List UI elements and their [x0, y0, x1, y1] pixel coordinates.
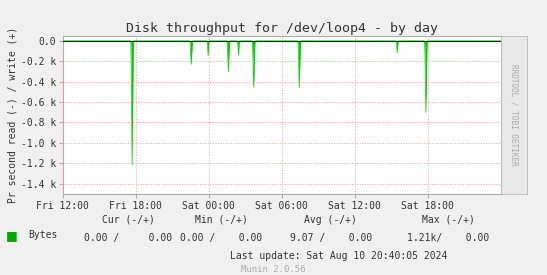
- Text: Munin 2.0.56: Munin 2.0.56: [241, 265, 306, 274]
- Text: Min (-/+): Min (-/+): [195, 215, 248, 225]
- Y-axis label: Pr second read (-) / write (+): Pr second read (-) / write (+): [8, 27, 18, 203]
- Text: 1.21k/    0.00: 1.21k/ 0.00: [408, 233, 490, 243]
- Text: Last update: Sat Aug 10 20:40:05 2024: Last update: Sat Aug 10 20:40:05 2024: [230, 251, 448, 261]
- Text: Cur (-/+): Cur (-/+): [102, 215, 155, 225]
- Text: RRDTOOL / TOBI OETIKER: RRDTOOL / TOBI OETIKER: [509, 64, 518, 166]
- Text: Max (-/+): Max (-/+): [422, 215, 475, 225]
- Text: ■: ■: [5, 229, 17, 242]
- Text: 9.07 /    0.00: 9.07 / 0.00: [290, 233, 372, 243]
- Text: Bytes: Bytes: [28, 230, 58, 240]
- Text: 0.00 /    0.00: 0.00 / 0.00: [181, 233, 263, 243]
- Text: Avg (-/+): Avg (-/+): [305, 215, 357, 225]
- Title: Disk throughput for /dev/loop4 - by day: Disk throughput for /dev/loop4 - by day: [126, 21, 438, 35]
- Text: 0.00 /     0.00: 0.00 / 0.00: [84, 233, 173, 243]
